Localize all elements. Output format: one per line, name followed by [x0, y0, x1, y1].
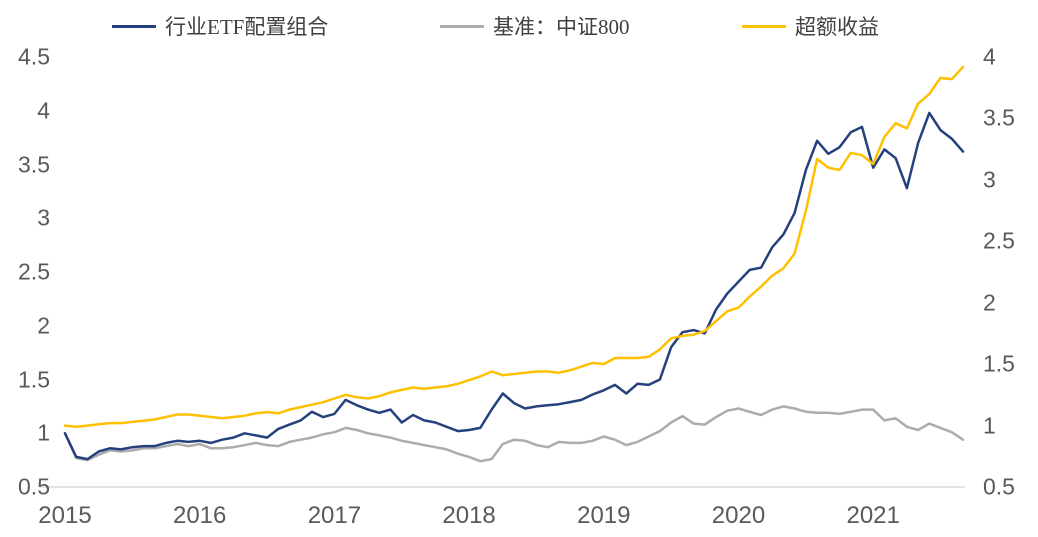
series-line-portfolio — [63, 111, 965, 461]
y-axis-left-tick: 4 — [37, 97, 50, 124]
x-axis-tick: 2016 — [172, 502, 227, 529]
legend-label-benchmark: 基准：中证800 — [493, 15, 630, 39]
legend-label-portfolio: 行业ETF配置组合 — [165, 15, 329, 39]
x-axis-tick: 2018 — [442, 502, 496, 529]
x-axis-tick: 2021 — [846, 502, 900, 529]
x-axis-tick: 2019 — [577, 502, 631, 529]
y-axis-left-tick: 3.5 — [18, 151, 50, 177]
y-axis-right-tick: 3.5 — [983, 104, 1015, 131]
y-axis-right-tick: 3 — [983, 166, 996, 193]
y-axis-left-tick: 1 — [37, 419, 50, 446]
x-axis-tick: 2017 — [307, 502, 362, 529]
series-line-benchmark — [63, 405, 965, 463]
y-axis-right-tick: 2.5 — [983, 227, 1015, 254]
y-axis-left-tick: 3 — [37, 204, 50, 231]
y-axis-right-tick: 1.5 — [983, 350, 1015, 377]
legend-label-excess-return: 超额收益 — [795, 15, 879, 39]
legend-item-portfolio: 行业ETF配置组合 — [112, 12, 328, 40]
legend-item-benchmark: 基准：中证800 — [440, 12, 630, 40]
x-axis-tick: 2020 — [711, 502, 766, 529]
x-axis-tick: 2015 — [38, 502, 92, 529]
series-line-excess-return — [63, 65, 965, 429]
y-axis-right-tick: 1 — [983, 412, 996, 439]
y-axis-left-tick: 2 — [37, 312, 50, 339]
y-axis-right-tick: 2 — [983, 289, 996, 316]
legend-item-excess-return: 超额收益 — [742, 12, 879, 40]
legend-line-swatch-portfolio — [112, 24, 156, 28]
y-axis-left-tick: 4.5 — [18, 43, 50, 70]
y-axis-left-tick: 2.5 — [18, 258, 50, 285]
y-axis-left-tick: 0.5 — [18, 473, 50, 500]
y-axis-right-tick: 0.5 — [983, 473, 1015, 500]
y-axis-right-tick: 4 — [983, 43, 996, 70]
y-axis-left-tick: 1.5 — [18, 366, 50, 392]
legend-line-swatch-excess-return — [742, 24, 786, 28]
legend-line-swatch-benchmark — [440, 24, 484, 28]
